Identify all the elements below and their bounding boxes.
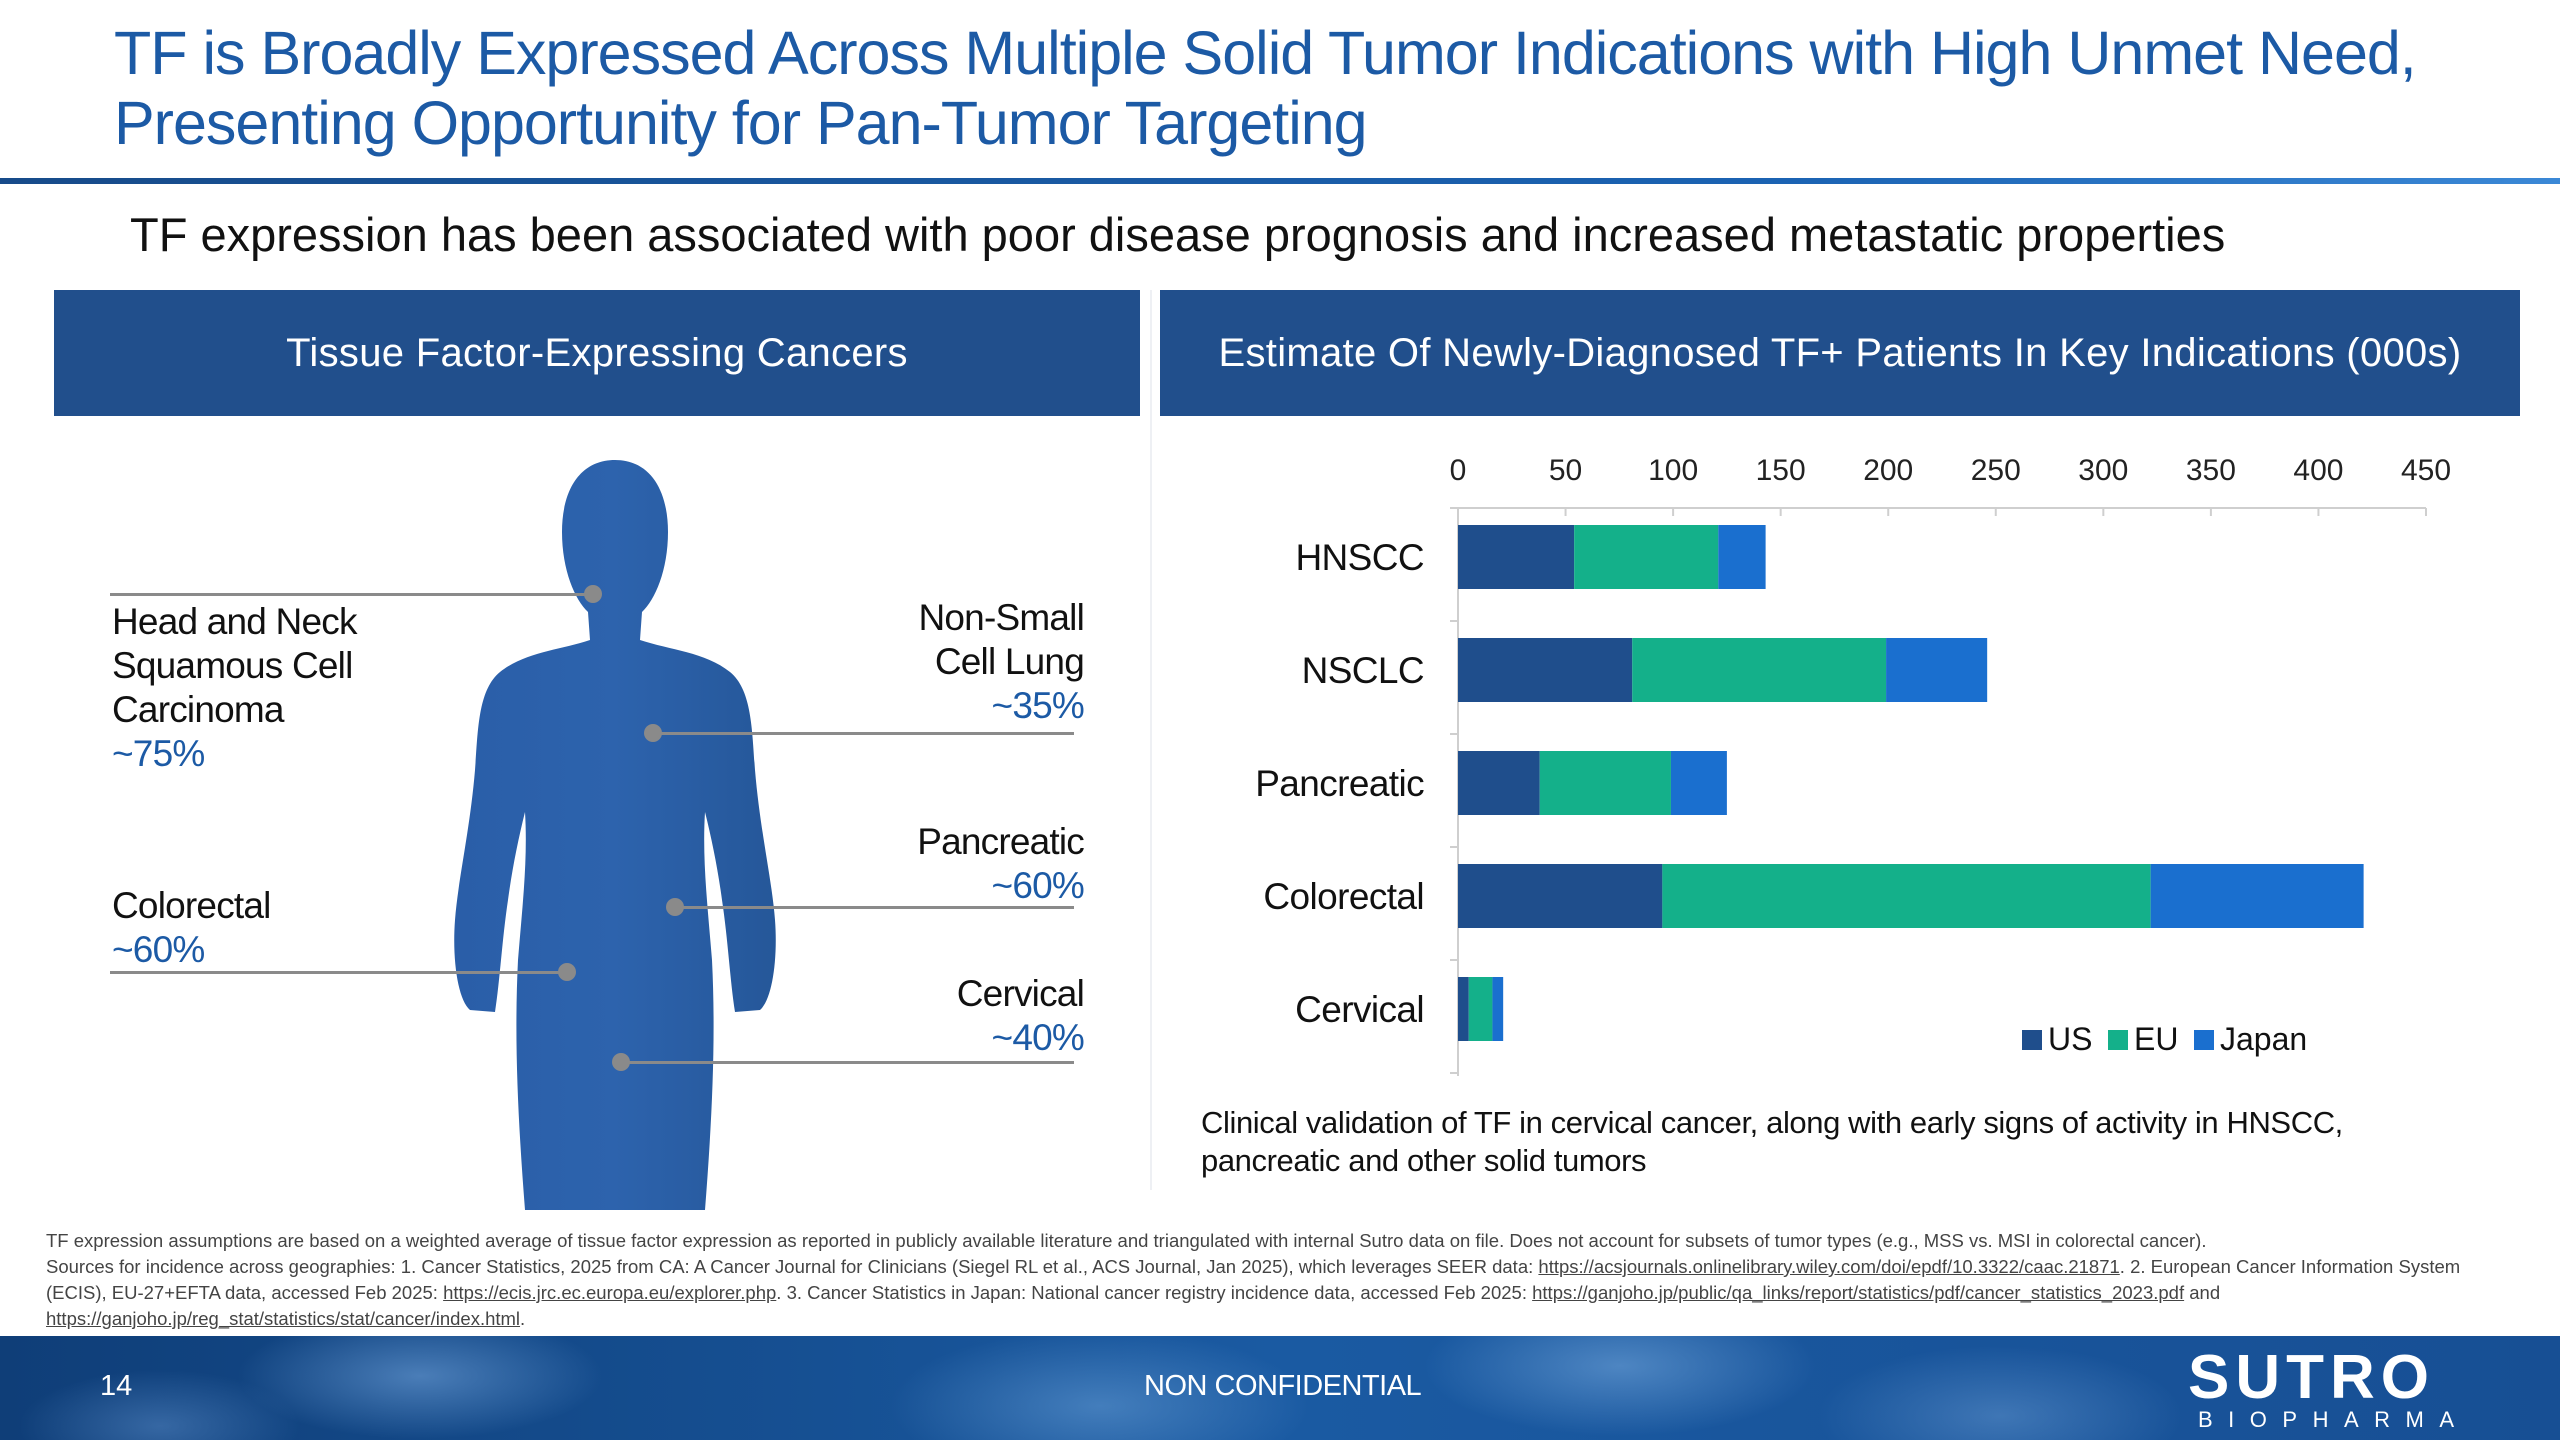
nsclc-leader-line bbox=[654, 732, 1074, 735]
hnscc-marker-dot bbox=[584, 585, 602, 603]
tf-patients-bar-chart: 0 50 100 150 200 250 300 350 400 450 HNSCC NSCLC Pan… bbox=[1160, 440, 2520, 1100]
footnote-link-ecis[interactable]: https://ecis.jrc.ec.europa.eu/explorer.p… bbox=[443, 1282, 777, 1303]
legend-swatch-japan bbox=[2194, 1030, 2214, 1050]
bar-segment-eu bbox=[1468, 977, 1493, 1041]
bar-segment-japan bbox=[2150, 864, 2364, 928]
footnote: TF expression assumptions are based on a… bbox=[46, 1228, 2516, 1332]
colorectal-callout-name: Colorectal bbox=[112, 885, 271, 926]
slide-title: TF is Broadly Expressed Across Multiple … bbox=[114, 19, 2417, 157]
footnote-link-ganjoho-pdf[interactable]: https://ganjoho.jp/public/qa_links/repor… bbox=[1532, 1282, 2185, 1303]
footnote-sources-text-b: . 2. European Cancer Information System … bbox=[46, 1256, 2461, 1303]
category-label: NSCLC bbox=[1302, 650, 1424, 691]
x-tick-label: 250 bbox=[1971, 454, 2021, 487]
cervical-callout: Cervical ~40% bbox=[864, 972, 1085, 1060]
footnote-sources-text-c: . 3. Cancer Statistics in Japan: Nationa… bbox=[776, 1282, 1533, 1303]
bar-segment-japan bbox=[1670, 751, 1727, 815]
colorectal-leader-line bbox=[110, 971, 572, 974]
slide-subtitle: TF expression has been associated with p… bbox=[130, 208, 2226, 261]
logo-subtext: BIOPHARMA bbox=[2198, 1407, 2470, 1432]
colorectal-marker-dot bbox=[558, 963, 576, 981]
bar-segment-us bbox=[1458, 638, 1633, 702]
legend-swatch-us bbox=[2022, 1030, 2042, 1050]
bar-segment-us bbox=[1458, 864, 1663, 928]
footnote-sources-text-d: and bbox=[2184, 1282, 2221, 1303]
bar-segment-japan bbox=[1492, 977, 1504, 1041]
bar-chart-svg: 0 50 100 150 200 250 300 350 400 450 HNSCC NSCLC Pan… bbox=[1255, 454, 2451, 1076]
logo-wordmark: SUTRO bbox=[2188, 1343, 2435, 1412]
footnote-line1: TF expression assumptions are based on a… bbox=[46, 1230, 2207, 1251]
cervical-callout-pct: ~40% bbox=[991, 1017, 1085, 1058]
right-panel-header: Estimate Of Newly-Diagnosed TF+ Patients… bbox=[1160, 290, 2520, 416]
left-panel-header: Tissue Factor-Expressing Cancers bbox=[54, 290, 1140, 416]
hnscc-callout: Head and Neck Squamous Cell Carcinoma ~7… bbox=[112, 600, 412, 776]
nsclc-callout-pct: ~35% bbox=[991, 685, 1085, 726]
title-divider bbox=[0, 178, 2560, 184]
nsclc-callout: Non-Small Cell Lung ~35% bbox=[862, 596, 1084, 728]
sutro-biopharma-logo: SUTRO BIOPHARMA bbox=[2188, 1346, 2488, 1434]
hnscc-callout-name: Head and Neck Squamous Cell Carcinoma bbox=[112, 601, 357, 730]
nsclc-callout-name: Non-Small Cell Lung bbox=[918, 597, 1084, 682]
confidentiality-label: NON CONFIDENTIAL bbox=[1144, 1370, 1422, 1402]
pancreatic-callout-name: Pancreatic bbox=[917, 821, 1085, 862]
hnscc-leader-line bbox=[110, 593, 594, 596]
pancreatic-leader-line bbox=[676, 906, 1074, 909]
panel-divider bbox=[1150, 290, 1152, 1190]
footnote-link-acs[interactable]: https://acsjournals.onlinelibrary.wiley.… bbox=[1538, 1256, 2120, 1277]
x-tick-label: 450 bbox=[2401, 454, 2451, 487]
legend-label-us: US bbox=[2048, 1021, 2092, 1057]
page-number: 14 bbox=[100, 1370, 133, 1402]
bar-segment-us bbox=[1458, 525, 1575, 589]
category-label: Colorectal bbox=[1263, 876, 1424, 917]
footnote-sources-text-e: . bbox=[520, 1308, 526, 1329]
legend-label-japan: Japan bbox=[2220, 1021, 2307, 1057]
category-label: Pancreatic bbox=[1255, 763, 1424, 804]
bar-segment-japan bbox=[1718, 525, 1766, 589]
bar-segment-eu bbox=[1574, 525, 1719, 589]
footnote-link-ganjoho-stat[interactable]: https://ganjoho.jp/reg_stat/statistics/s… bbox=[46, 1308, 521, 1329]
bar-segment-eu bbox=[1632, 638, 1887, 702]
x-tick-label: 50 bbox=[1549, 454, 1582, 487]
footer-band: 14 NON CONFIDENTIAL SUTRO BIOPHARMA bbox=[0, 1336, 2560, 1440]
footnote-sources-text-a: Sources for incidence across geographies… bbox=[46, 1256, 1539, 1277]
chart-note: Clinical validation of TF in cervical ca… bbox=[1201, 1105, 2343, 1178]
pancreatic-marker-dot bbox=[666, 898, 684, 916]
legend-label-eu: EU bbox=[2134, 1021, 2178, 1057]
bar-segment-us bbox=[1458, 977, 1469, 1041]
bar-segment-eu bbox=[1539, 751, 1671, 815]
category-label: Cervical bbox=[1295, 989, 1424, 1030]
nsclc-marker-dot bbox=[644, 724, 662, 742]
colorectal-callout-pct: ~60% bbox=[112, 929, 205, 970]
x-tick-label: 300 bbox=[2078, 454, 2128, 487]
pancreatic-callout-pct: ~60% bbox=[991, 865, 1085, 906]
x-tick-label: 150 bbox=[1756, 454, 1806, 487]
colorectal-callout: Colorectal ~60% bbox=[112, 884, 412, 972]
cervical-marker-dot bbox=[612, 1053, 630, 1071]
category-label: HNSCC bbox=[1295, 537, 1424, 578]
human-body-icon bbox=[454, 460, 776, 1210]
x-tick-label: 100 bbox=[1648, 454, 1698, 487]
x-tick-label: 400 bbox=[2293, 454, 2343, 487]
x-tick-label: 200 bbox=[1863, 454, 1913, 487]
x-tick-label: 0 bbox=[1450, 454, 1467, 487]
cervical-callout-name: Cervical bbox=[956, 973, 1085, 1014]
cervical-leader-line bbox=[620, 1061, 1074, 1064]
hnscc-callout-pct: ~75% bbox=[112, 733, 205, 774]
bar-segment-us bbox=[1458, 751, 1540, 815]
x-tick-label: 350 bbox=[2186, 454, 2236, 487]
pancreatic-callout: Pancreatic ~60% bbox=[864, 820, 1085, 908]
bar-segment-japan bbox=[1886, 638, 1988, 702]
legend-swatch-eu bbox=[2108, 1030, 2128, 1050]
bar-segment-eu bbox=[1662, 864, 2151, 928]
